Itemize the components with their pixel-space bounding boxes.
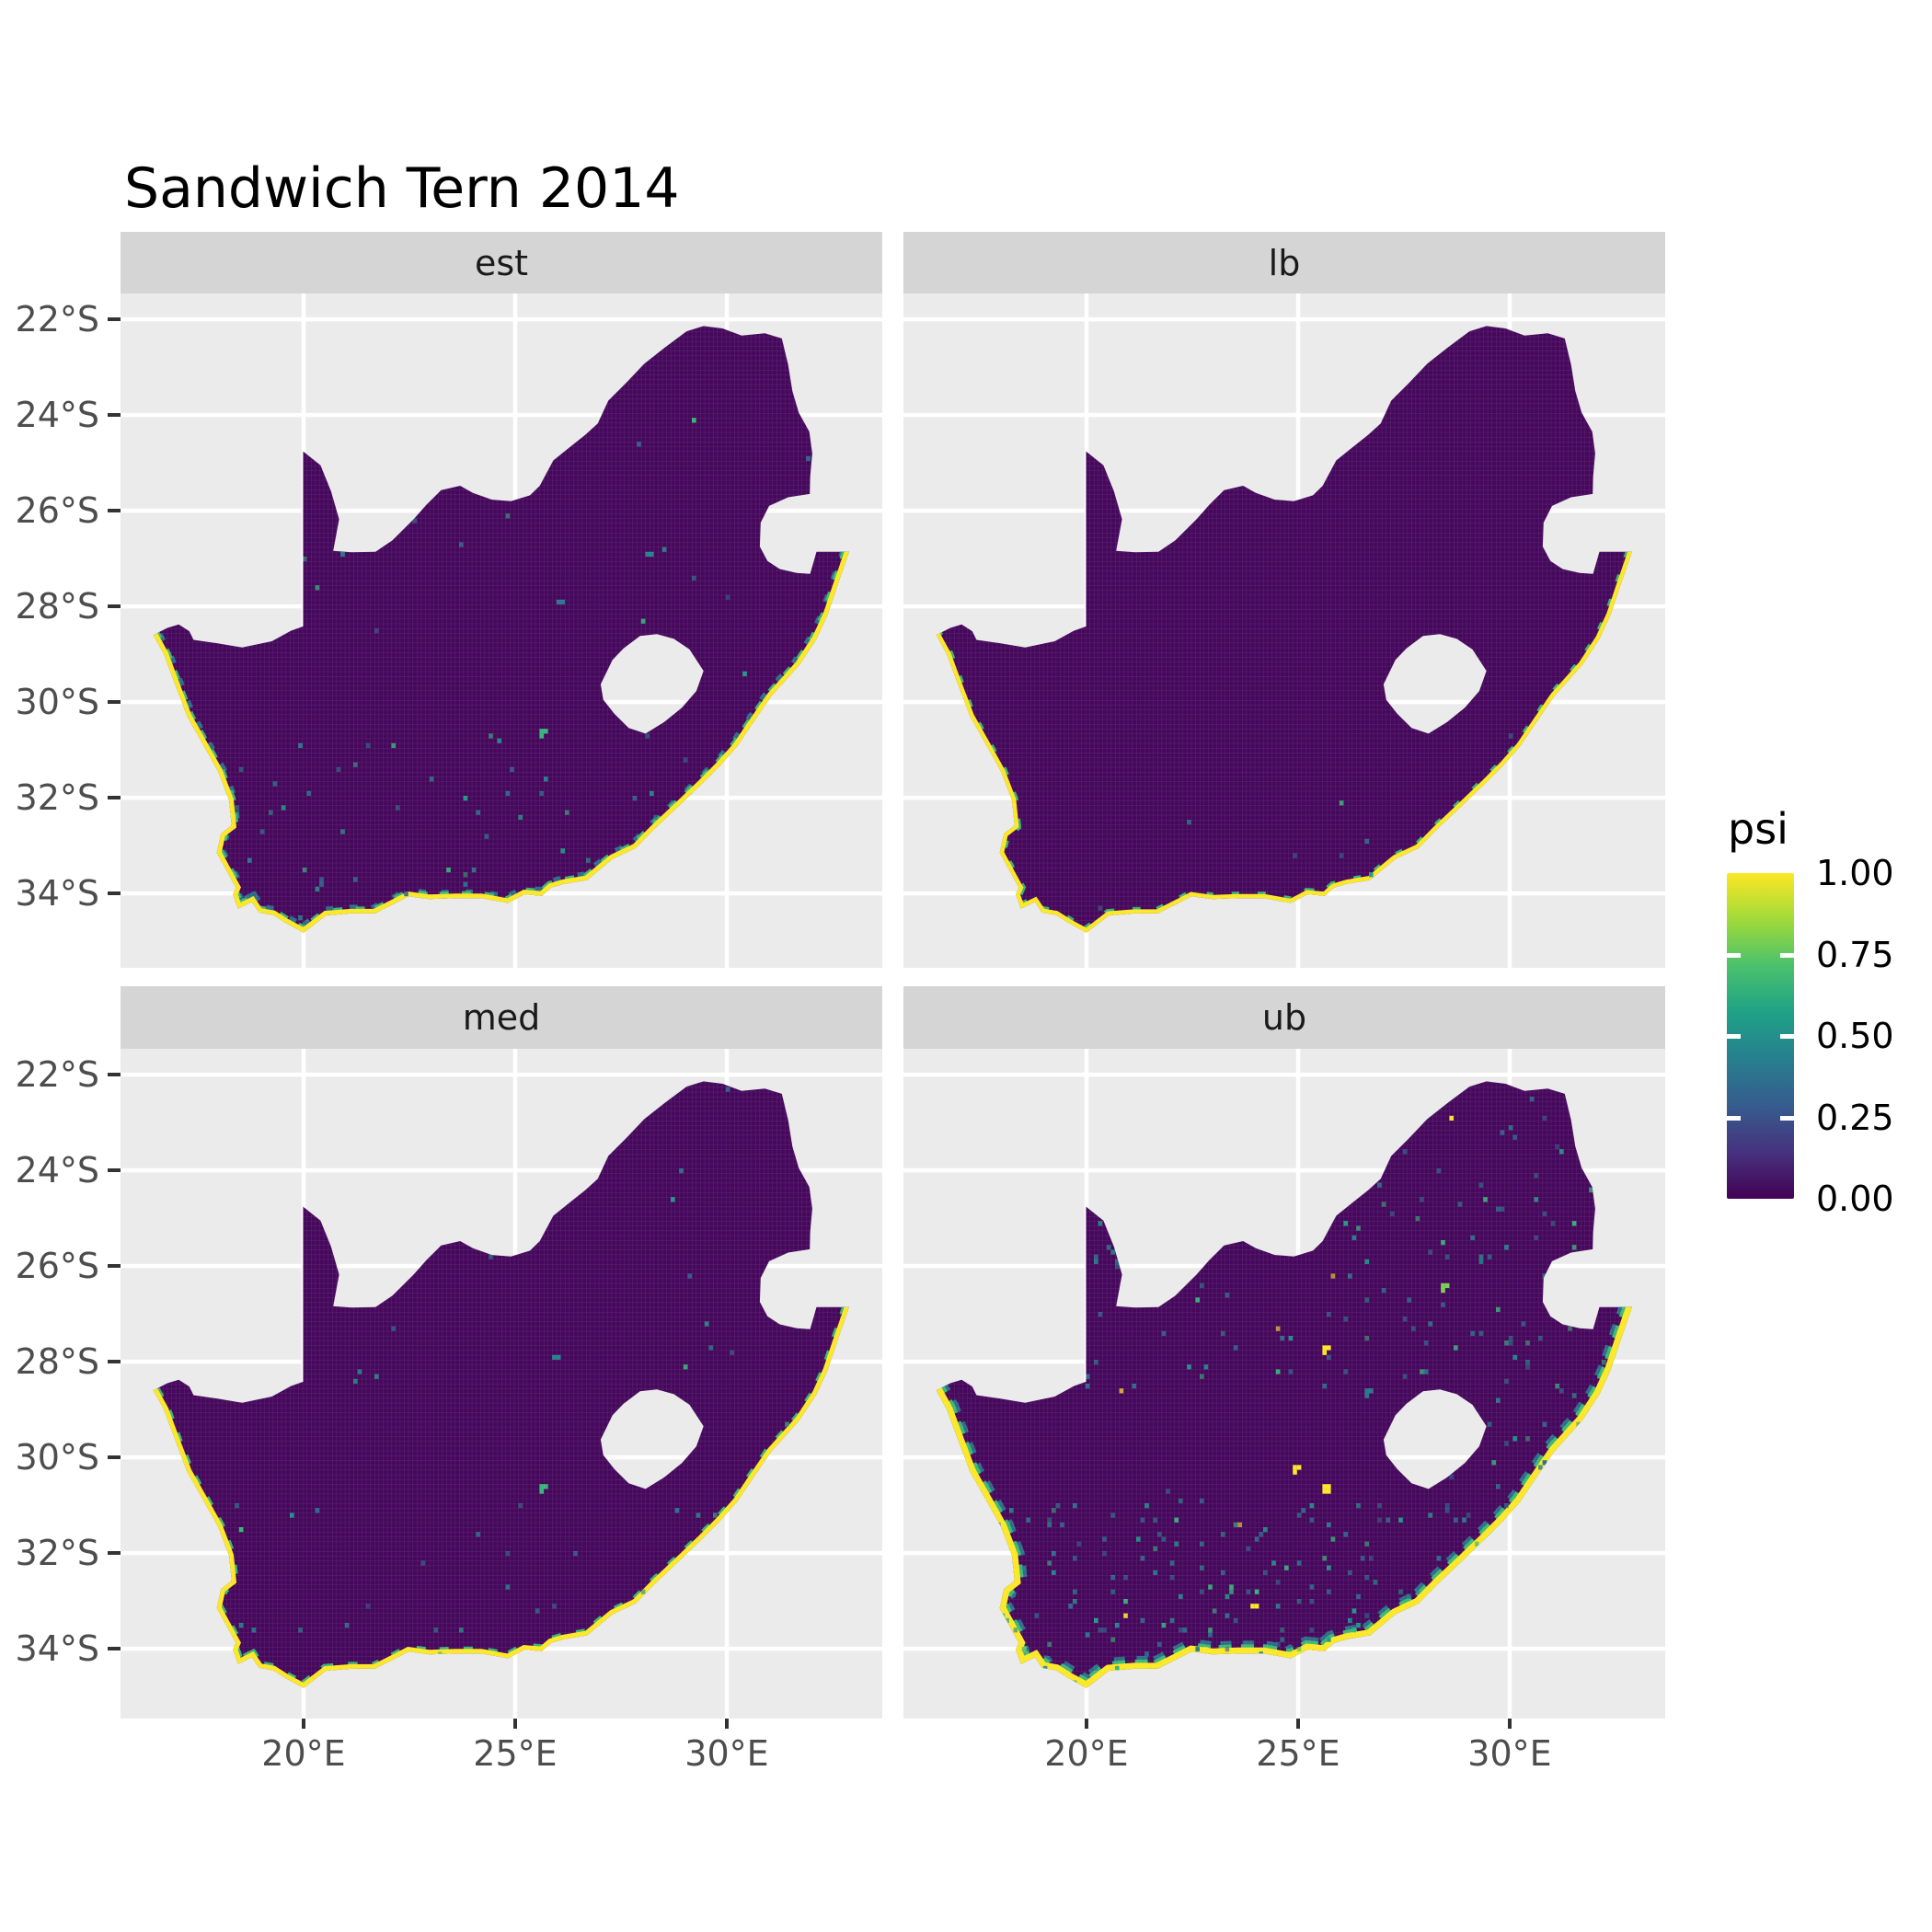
plot-title: Sandwich Tern 2014	[124, 156, 680, 221]
south-africa-raster-map-est	[121, 293, 882, 968]
facet-strip-label: est	[474, 242, 529, 283]
y-tick-label: 28°S	[15, 1341, 99, 1383]
legend-tick-mark	[1780, 952, 1794, 958]
y-tick-mark	[108, 1551, 121, 1556]
y-tick-mark	[108, 1360, 121, 1364]
y-tick-label: 28°S	[15, 586, 99, 627]
y-tick-mark	[108, 796, 121, 800]
y-tick-mark	[108, 1264, 121, 1269]
x-tick-mark	[1507, 1719, 1512, 1729]
y-tick-mark	[108, 891, 121, 896]
y-tick-label: 30°S	[15, 682, 99, 723]
south-africa-raster-map-lb	[903, 293, 1665, 968]
legend-tick-label: 0.25	[1816, 1097, 1894, 1138]
legend-tick-mark	[1727, 1034, 1741, 1039]
legend-tick-label: 0.50	[1816, 1016, 1894, 1056]
legend-tick-mark	[1780, 1115, 1794, 1121]
facet-strip-label: lb	[1268, 242, 1301, 283]
y-tick-label: 26°S	[15, 490, 99, 532]
legend-tick-mark	[1780, 1034, 1794, 1039]
x-tick-mark	[301, 1719, 305, 1729]
facet-strip-label: ub	[1261, 997, 1307, 1038]
y-tick-mark	[108, 1073, 121, 1077]
facet-strip-ub: ub	[903, 986, 1665, 1049]
map-panel-med	[121, 1049, 882, 1719]
x-tick-label: 20°E	[261, 1733, 346, 1774]
y-tick-label: 22°S	[15, 1054, 99, 1096]
y-tick-mark	[108, 413, 121, 418]
facet-strip-lb: lb	[903, 232, 1665, 293]
legend-tick-label: 0.75	[1816, 934, 1894, 975]
legend-tick-mark	[1727, 1115, 1741, 1121]
y-tick-mark	[108, 1455, 121, 1460]
x-tick-label: 25°E	[473, 1733, 558, 1774]
y-tick-label: 26°S	[15, 1246, 99, 1287]
facet-strip-med: med	[121, 986, 882, 1049]
x-tick-label: 20°E	[1044, 1733, 1129, 1774]
south-africa-raster-map-ub	[903, 1049, 1665, 1719]
x-tick-label: 30°E	[1467, 1733, 1552, 1774]
y-tick-label: 24°S	[15, 395, 99, 436]
legend-tick-mark	[1727, 952, 1741, 958]
y-tick-label: 30°S	[15, 1437, 99, 1478]
y-tick-mark	[108, 509, 121, 513]
x-tick-mark	[724, 1719, 729, 1729]
y-tick-label: 32°S	[15, 1533, 99, 1574]
legend-tick-label: 0.00	[1816, 1179, 1894, 1219]
y-tick-label: 22°S	[15, 299, 99, 340]
facet-strip-est: est	[121, 232, 882, 293]
x-tick-label: 25°E	[1256, 1733, 1340, 1774]
y-tick-mark	[108, 1168, 121, 1173]
y-tick-label: 34°S	[15, 873, 99, 914]
y-tick-label: 34°S	[15, 1628, 99, 1670]
legend-title: psi	[1728, 804, 1788, 854]
y-tick-mark	[108, 604, 121, 609]
map-panel-est	[121, 293, 882, 968]
y-tick-mark	[108, 1647, 121, 1651]
map-panel-lb	[903, 293, 1665, 968]
x-tick-mark	[1295, 1719, 1300, 1729]
y-tick-mark	[108, 317, 121, 322]
y-tick-label: 32°S	[15, 777, 99, 819]
legend-tick-label: 1.00	[1816, 853, 1894, 893]
y-tick-label: 24°S	[15, 1150, 99, 1191]
x-tick-mark	[512, 1719, 517, 1729]
facet-strip-label: med	[462, 997, 541, 1038]
map-panel-ub	[903, 1049, 1665, 1719]
x-tick-mark	[1084, 1719, 1088, 1729]
south-africa-raster-map-med	[121, 1049, 882, 1719]
x-tick-label: 30°E	[684, 1733, 769, 1774]
y-tick-mark	[108, 700, 121, 705]
